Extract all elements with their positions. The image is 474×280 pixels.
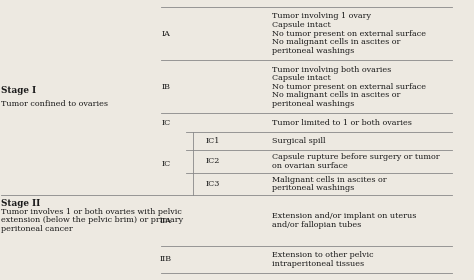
Text: Tumor confined to ovaries: Tumor confined to ovaries [1, 100, 109, 108]
Text: Tumor involving both ovaries: Tumor involving both ovaries [272, 66, 391, 74]
Text: peritoneal washings: peritoneal washings [272, 185, 354, 192]
Text: Tumor involving 1 ovary: Tumor involving 1 ovary [272, 12, 371, 20]
Text: IB: IB [161, 83, 170, 91]
Text: IC1: IC1 [206, 137, 220, 145]
Text: Extension to other pelvic: Extension to other pelvic [272, 251, 374, 259]
Text: Extension and/or implant on uterus: Extension and/or implant on uterus [272, 212, 416, 220]
Text: peritoneal cancer: peritoneal cancer [1, 225, 73, 233]
Text: peritoneal washings: peritoneal washings [272, 100, 354, 108]
Text: Stage I: Stage I [1, 86, 36, 95]
Text: on ovarian surface: on ovarian surface [272, 162, 347, 170]
Text: IIB: IIB [160, 255, 172, 263]
Text: IC3: IC3 [206, 180, 220, 188]
Text: IC: IC [161, 119, 171, 127]
Text: Surgical spill: Surgical spill [272, 137, 325, 145]
Text: IC: IC [161, 160, 171, 168]
Text: Capsule intact: Capsule intact [272, 21, 330, 29]
Text: and/or fallopian tubes: and/or fallopian tubes [272, 221, 361, 229]
Text: IA: IA [162, 30, 170, 38]
Text: No malignant cells in ascites or: No malignant cells in ascites or [272, 91, 400, 99]
Text: Capsule intact: Capsule intact [272, 74, 330, 82]
Text: No tumor present on external surface: No tumor present on external surface [272, 30, 426, 38]
Text: peritoneal washings: peritoneal washings [272, 47, 354, 55]
Text: IC2: IC2 [206, 157, 220, 165]
Text: IIA: IIA [160, 216, 172, 225]
Text: Tumor involves 1 or both ovaries with pelvic: Tumor involves 1 or both ovaries with pe… [1, 207, 182, 216]
Text: No tumor present on external surface: No tumor present on external surface [272, 83, 426, 91]
Text: Malignant cells in ascites or: Malignant cells in ascites or [272, 176, 386, 184]
Text: intraperitoneal tissues: intraperitoneal tissues [272, 260, 364, 268]
Text: Capsule rupture before surgery or tumor: Capsule rupture before surgery or tumor [272, 153, 439, 161]
Text: extension (below the pelvic brim) or primary: extension (below the pelvic brim) or pri… [1, 216, 183, 225]
Text: Tumor limited to 1 or both ovaries: Tumor limited to 1 or both ovaries [272, 119, 411, 127]
Text: No malignant cells in ascites or: No malignant cells in ascites or [272, 38, 400, 46]
Text: Stage II: Stage II [1, 199, 41, 208]
